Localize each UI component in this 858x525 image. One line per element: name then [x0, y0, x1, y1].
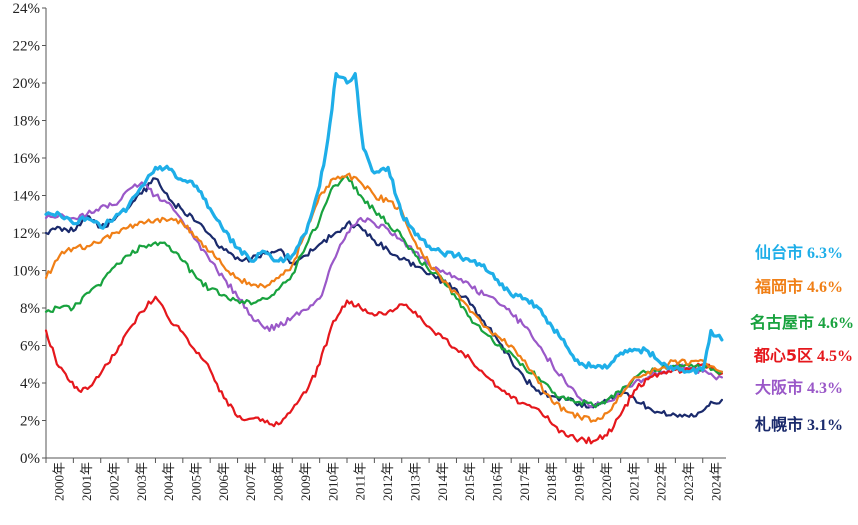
y-tick-label: 18% — [13, 114, 41, 130]
x-tick-label: 2006年 — [216, 462, 231, 501]
legend-entry-0: 仙台市 6.3% — [755, 243, 843, 262]
legend-series-name: 仙台市 — [755, 243, 803, 262]
x-tick-label: 2013年 — [407, 462, 422, 501]
series-line-5 — [44, 177, 724, 418]
y-tick-label: 12% — [13, 226, 41, 242]
y-tick-label: 20% — [13, 76, 41, 92]
x-tick-label: 2023年 — [681, 462, 696, 501]
x-tick-label: 2005年 — [189, 462, 204, 501]
legend-series-value: 4.3% — [807, 380, 843, 397]
y-tick-label: 8% — [20, 301, 40, 317]
legend-series-name: 札幌市 — [754, 415, 803, 434]
x-tick-label: 2016年 — [490, 462, 505, 501]
series-line-4 — [44, 181, 724, 409]
x-tick-label: 2019年 — [572, 462, 587, 501]
legend-entry-2: 名古屋市 4.6% — [750, 313, 854, 332]
x-axis: 2000年 2001年 2002年 2003年 2004年 2005年 2006年 2007年… — [45, 457, 726, 501]
legend-series-value: 4.6% — [818, 315, 854, 332]
series-line-0 — [44, 71, 724, 375]
y-tick-label: 2% — [20, 414, 40, 430]
legend: 仙台市 6.3%福岡市 4.6%名古屋市 4.6%都心5区 4.5%大阪市 4.3%札幌市… — [750, 243, 854, 434]
x-tick-label: 2020年 — [599, 462, 614, 501]
x-tick-label: 2012年 — [380, 462, 395, 501]
legend-series-name: 大阪市 — [755, 378, 803, 397]
x-tick-label: 2002年 — [106, 462, 121, 501]
y-tick-label: 22% — [13, 39, 41, 55]
y-axis: 0% 2% 4% 6% 8% 10% 12% 14% 16% 18% 20% 22% 24% — [13, 1, 47, 467]
x-tick-label: 2007年 — [243, 462, 258, 501]
legend-entry-4: 大阪市 4.3% — [755, 378, 843, 397]
y-tick-label: 4% — [20, 376, 40, 392]
series-line-2 — [44, 175, 724, 409]
legend-series-value: 4.6% — [807, 279, 843, 296]
x-tick-label: 2004年 — [161, 462, 176, 501]
x-tick-label: 2018年 — [544, 462, 559, 501]
x-tick-label: 2000年 — [52, 462, 67, 501]
y-tick-label: 6% — [20, 339, 40, 355]
x-tick-label: 2009年 — [298, 462, 313, 501]
legend-series-name: 名古屋市 — [750, 313, 814, 332]
x-tick-label: 2011年 — [353, 462, 368, 501]
legend-entry-5: 札幌市 3.1% — [754, 415, 843, 434]
legend-series-name: 都心5区 — [753, 346, 813, 365]
x-tick-label: 2010年 — [325, 462, 340, 501]
x-tick-label: 2008年 — [271, 462, 286, 501]
legend-series-value: 3.1% — [807, 417, 843, 434]
x-tick-label: 2014年 — [435, 462, 450, 501]
x-tick-label: 2021年 — [626, 462, 641, 501]
legend-entry-1: 福岡市 4.6% — [754, 277, 843, 296]
y-tick-label: 0% — [20, 451, 40, 467]
legend-series-name: 福岡市 — [754, 277, 803, 296]
y-tick-label: 16% — [13, 151, 41, 167]
y-tick-label: 24% — [13, 1, 41, 17]
y-tick-label: 10% — [13, 264, 41, 280]
series-line-3 — [44, 295, 724, 445]
x-tick-label: 2001年 — [79, 462, 94, 501]
x-tick-label: 2015年 — [462, 462, 477, 501]
x-tick-label: 2017年 — [517, 462, 532, 501]
plot-lines — [44, 71, 724, 445]
legend-series-value: 4.5% — [817, 348, 853, 365]
x-tick-label: 2024年 — [708, 462, 723, 501]
x-tick-label: 2022年 — [654, 462, 669, 501]
y-tick-label: 14% — [13, 189, 41, 205]
series-line-1 — [44, 172, 724, 423]
legend-series-value: 6.3% — [807, 245, 843, 262]
legend-entry-3: 都心5区 4.5% — [753, 346, 853, 365]
x-tick-label: 2003年 — [134, 462, 149, 501]
